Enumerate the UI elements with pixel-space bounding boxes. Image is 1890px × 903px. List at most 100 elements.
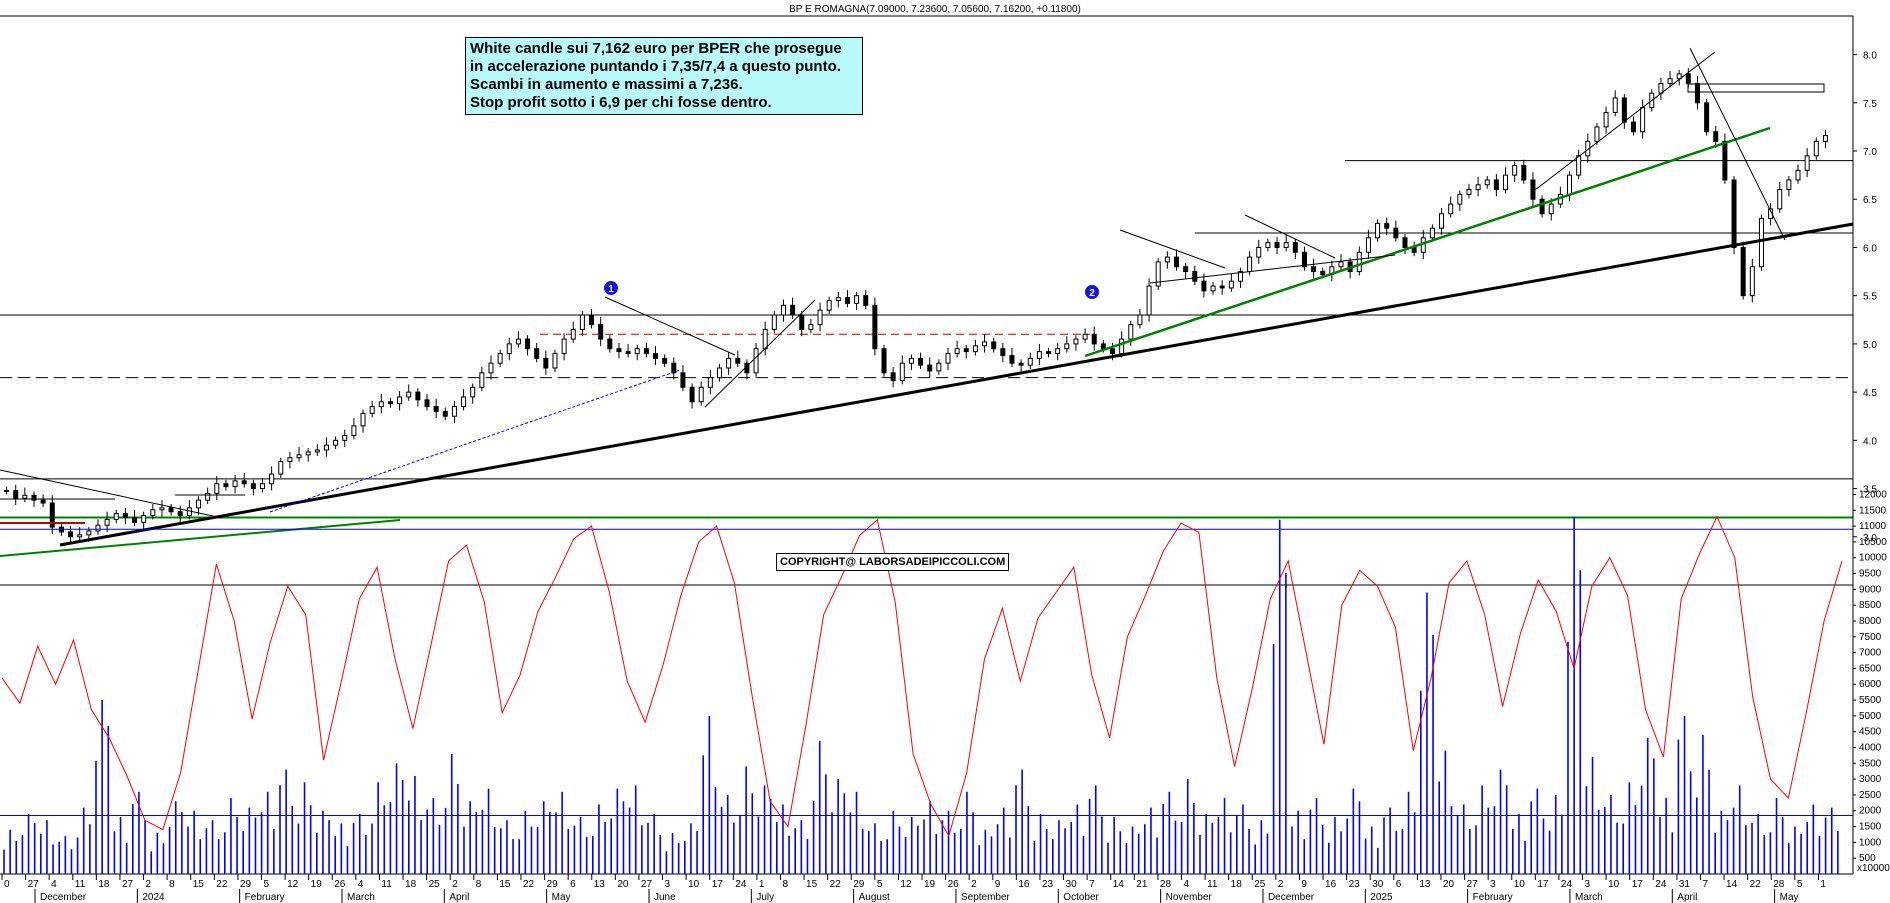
candle-body — [506, 343, 512, 355]
candle-body — [1576, 155, 1582, 176]
x-tick-label: 8 — [169, 879, 175, 890]
ind-tick-label: 11500 — [1859, 505, 1887, 516]
x-axis: 0 27 4 11 18 27 2 8 15 22 29 5 12 19 26 4 11 18 25 2 8 15 22 29… — [1, 874, 1826, 903]
candle-body — [378, 401, 384, 408]
ind-tick-label: 10000 — [1859, 553, 1887, 564]
candle-body — [1804, 155, 1810, 171]
x-tick-label: 28 — [1773, 879, 1785, 890]
ind-tick-label: 3500 — [1859, 758, 1882, 769]
x-tick-label: 17 — [1632, 879, 1644, 890]
x-tick-label: 4 — [358, 879, 364, 890]
y-tick-label: 3.5 — [1863, 485, 1877, 496]
x-tick-label: 26 — [948, 879, 960, 890]
candle-body — [95, 524, 101, 532]
candle-body — [808, 324, 814, 330]
candle-body — [1429, 227, 1435, 239]
candle-body — [991, 341, 997, 350]
candle-body — [351, 425, 357, 437]
candle-body — [1320, 271, 1326, 275]
x-tick-label: 30 — [1372, 879, 1384, 890]
candle-body — [433, 406, 439, 412]
candle-body — [1612, 97, 1618, 113]
candle-body — [323, 444, 329, 451]
candle-body — [927, 364, 933, 372]
chart-title: BP E ROMAGNA(7.09000, 7.23600, 7.05600, … — [789, 4, 1081, 15]
candle-body — [4, 489, 10, 492]
x-tick-label: 20 — [617, 879, 629, 890]
x-tick-label: 14 — [1113, 879, 1125, 890]
candle-body — [1046, 351, 1052, 355]
ind-tick-label: 4000 — [1859, 742, 1882, 753]
x-tick-label: 27 — [641, 879, 653, 890]
month-label: December — [40, 892, 87, 903]
candle-body — [86, 530, 92, 536]
month-label: April — [449, 892, 469, 903]
x-tick-label: 16 — [1018, 879, 1030, 890]
candle-body — [762, 328, 768, 350]
x-tick-label: 19 — [311, 879, 323, 890]
month-label: May — [1780, 892, 1799, 903]
oscillator-line — [1, 515, 1843, 838]
x-tick-label: 15 — [499, 879, 511, 890]
month-label: December — [1268, 892, 1315, 903]
candle-body — [552, 353, 558, 369]
candle-body — [333, 439, 339, 446]
ind-tick-label: 500 — [1859, 853, 1876, 864]
month-label: June — [654, 892, 676, 903]
candle-body — [1256, 246, 1262, 258]
x-tick-label: 7 — [1089, 879, 1095, 890]
note-line: in accelerazione puntando i 7,35/7,4 a q… — [470, 58, 841, 75]
candle-body — [680, 372, 686, 388]
ind-tick-label: 6000 — [1859, 679, 1882, 690]
candle-body — [908, 357, 914, 364]
candle-body — [1731, 179, 1737, 248]
candle-body — [259, 483, 265, 490]
candle-body — [1384, 222, 1390, 229]
x-tick-label: 2 — [146, 879, 152, 890]
volume-unit-label: x10000 — [1857, 863, 1890, 874]
x-tick-label: 20 — [1443, 879, 1455, 890]
candle-body — [561, 338, 567, 355]
ind-tick-label: 10500 — [1859, 537, 1887, 548]
candle-body — [1100, 343, 1106, 350]
candle-body — [525, 338, 531, 350]
x-tick-label: 3 — [665, 879, 671, 890]
candle-body — [1466, 189, 1472, 195]
month-label: August — [859, 892, 890, 903]
x-tick-label: 10 — [1608, 879, 1620, 890]
ind-tick-label: 9000 — [1859, 584, 1882, 595]
x-tick-label: 10 — [688, 879, 700, 890]
x-tick-label: 18 — [98, 879, 110, 890]
candle-body — [1704, 102, 1710, 133]
x-tick-label: 1 — [1820, 879, 1826, 890]
candle-body — [1548, 203, 1554, 215]
candle-body — [771, 314, 777, 330]
candle-body — [854, 295, 860, 304]
candle-body — [387, 401, 393, 405]
candle-body — [1603, 111, 1609, 128]
month-label: October — [1063, 892, 1099, 903]
candle-body — [1393, 227, 1399, 239]
candle-body — [1301, 251, 1307, 268]
month-label: November — [1166, 892, 1213, 903]
note-line: Stop profit sotto i 6,9 per chi fosse de… — [470, 94, 772, 111]
candle-body — [799, 314, 805, 330]
x-tick-label: 3 — [1490, 879, 1496, 890]
candle-body — [972, 345, 978, 353]
x-tick-label: 18 — [405, 879, 417, 890]
x-tick-label: 15 — [193, 879, 205, 890]
x-tick-label: 2 — [1278, 879, 1284, 890]
ind-tick-label: 9500 — [1859, 569, 1882, 580]
candle-body — [662, 357, 668, 364]
candle-body — [1173, 256, 1179, 268]
ind-tick-label: 2500 — [1859, 790, 1882, 801]
month-label: July — [756, 892, 774, 903]
month-label: February — [1473, 892, 1513, 903]
x-tick-label: 26 — [334, 879, 346, 890]
ind-tick-label: 7500 — [1859, 632, 1882, 643]
x-tick-label: 9 — [995, 879, 1001, 890]
candle-body — [132, 516, 138, 523]
candle-body — [780, 304, 786, 316]
x-tick-label: 8 — [476, 879, 482, 890]
month-label: 2024 — [142, 892, 165, 903]
